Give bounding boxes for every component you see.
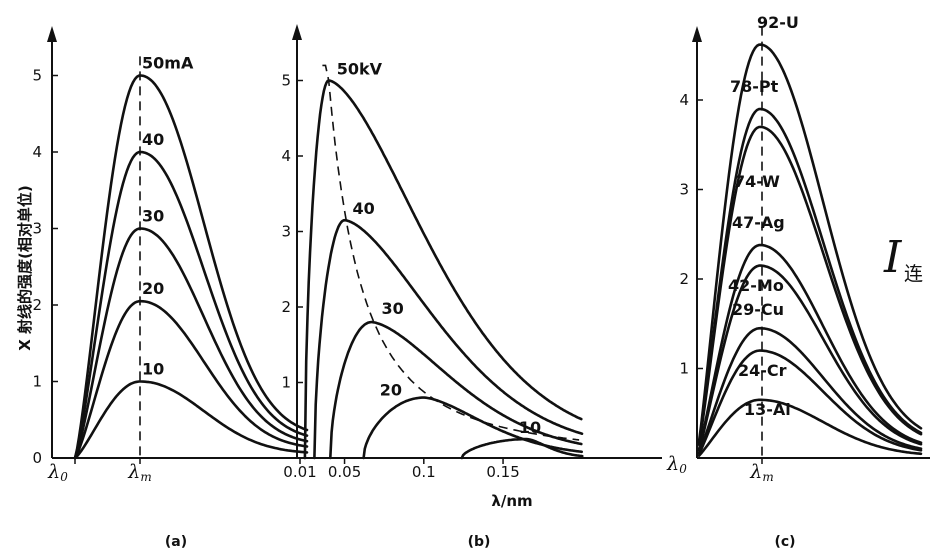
panel-c-curve-29-Cu bbox=[697, 326, 923, 455]
panel-c-curve-label: 78-Pt bbox=[730, 77, 779, 96]
panel-c-y-tick-label: 1 bbox=[679, 360, 689, 378]
panel-b-y-tick-label: 5 bbox=[281, 72, 291, 90]
panel-b-curve-30 bbox=[329, 320, 583, 460]
panel-a-curve-label: 20 bbox=[142, 279, 164, 298]
x-axis-title: λ/nm bbox=[491, 492, 532, 510]
y-axis-title: X 射线的强度(相对单位) bbox=[16, 185, 34, 351]
panel-c-curve-42-Mo bbox=[697, 264, 923, 452]
panel-b-caption: (b) bbox=[468, 534, 491, 550]
panel-b-x-tick-label: 0.15 bbox=[486, 463, 519, 481]
panel-b-y-tick-label: 1 bbox=[281, 374, 291, 392]
panel-b-peak-locus bbox=[322, 64, 580, 441]
panel-b-y-tick-label: 3 bbox=[281, 223, 291, 241]
panel-a-curve-50mA bbox=[73, 74, 309, 460]
panel-b-curve-label: 50kV bbox=[337, 60, 383, 79]
panel-b-y-arrow bbox=[292, 24, 302, 40]
panel-c-curve-label: 24-Cr bbox=[738, 361, 787, 380]
panel-a: 0 1 2 3 4 5 10 20 30 40 50mA λ0 λm 0.01 (a) bbox=[32, 26, 317, 550]
panel-c-y-tick-label: 4 bbox=[679, 91, 689, 109]
panel-a-y-tick-label: 1 bbox=[32, 373, 42, 391]
panel-c-curve-label: 92-U bbox=[757, 13, 799, 32]
panel-a-y-arrow bbox=[47, 26, 57, 42]
side-label-i: I bbox=[883, 232, 903, 283]
panel-a-curve-20 bbox=[73, 299, 309, 460]
panel-a-curve-40 bbox=[73, 150, 309, 460]
panel-c-curve-label: 29-Cu bbox=[732, 300, 784, 319]
panel-a-curve-label: 30 bbox=[142, 207, 164, 226]
panel-b-curve-label: 30 bbox=[381, 299, 403, 318]
panel-a-curve-30 bbox=[73, 227, 309, 460]
panel-b-curve-10 bbox=[460, 437, 584, 460]
panel-b-y-tick-label: 2 bbox=[281, 298, 291, 316]
panel-a-curve-10 bbox=[73, 380, 309, 460]
panel-b-y-tick-label: 4 bbox=[281, 147, 291, 165]
panel-a-curve-label: 40 bbox=[142, 130, 164, 149]
panel-c-curve-label: 42-Mo bbox=[728, 276, 784, 295]
panel-b-curve-50kV bbox=[303, 79, 583, 460]
panel-a-y-tick-label: 5 bbox=[32, 67, 42, 85]
panel-c-curve-78-Pt bbox=[697, 107, 923, 446]
panel-b-curve-label: 10 bbox=[519, 418, 541, 437]
panel-c-curve-24-Cr bbox=[697, 349, 923, 455]
panel-c-x-tick-label-lambdam: λm bbox=[749, 461, 773, 484]
panel-a-curve-label: 10 bbox=[142, 360, 164, 379]
panel-c-y-arrow bbox=[692, 26, 702, 42]
panel-c-curve-label: 74-W bbox=[734, 172, 780, 191]
panel-c-y-tick-label: 2 bbox=[679, 270, 689, 288]
panel-b-curve-label: 20 bbox=[380, 381, 402, 400]
panel-c-x-tick-label-lambda0: λ0 bbox=[666, 453, 687, 476]
panel-a-y-tick-label: 3 bbox=[32, 220, 42, 238]
panel-b: 1 2 3 4 5 0.05 0.1 0.15 50kV 40 30 20 10 (b) bbox=[281, 24, 662, 550]
panel-c-curve-label: 47-Ag bbox=[732, 213, 785, 232]
panel-a-x-tick-label-001: 0.01 bbox=[283, 463, 316, 481]
panel-a-y-tick-label: 4 bbox=[32, 143, 42, 161]
panel-b-curve-40 bbox=[313, 218, 584, 460]
panel-c-curve-74-W bbox=[697, 125, 923, 447]
panel-c-curve-label: 13-Al bbox=[744, 400, 791, 419]
side-label-lian: 连 bbox=[904, 263, 923, 285]
panel-a-x-tick-label-lambda0: λ0 bbox=[47, 461, 68, 484]
panel-c: 1 2 3 4 13-Al 24-Cr 29-Cu 42-Mo 47-Ag 74-W 78-Pt 9… bbox=[666, 13, 930, 550]
panel-a-caption: (a) bbox=[165, 534, 187, 550]
panel-b-x-tick-label: 0.05 bbox=[328, 463, 361, 481]
panel-a-y-tick-label: 0 bbox=[32, 449, 42, 467]
panel-b-x-tick-label: 0.1 bbox=[412, 463, 436, 481]
panel-c-curve-13-Al bbox=[697, 398, 923, 457]
panel-b-curve-label: 40 bbox=[353, 199, 375, 218]
panel-a-curve-label: 50mA bbox=[142, 54, 194, 73]
panel-c-curve-92-U bbox=[697, 43, 923, 443]
panel-c-caption: (c) bbox=[774, 534, 795, 550]
panel-c-y-tick-label: 3 bbox=[679, 181, 689, 199]
panel-c-curve-47-Ag bbox=[697, 243, 923, 451]
panel-a-x-tick-label-lambdam: λm bbox=[127, 461, 151, 484]
panel-a-y-tick-label: 2 bbox=[32, 296, 42, 314]
